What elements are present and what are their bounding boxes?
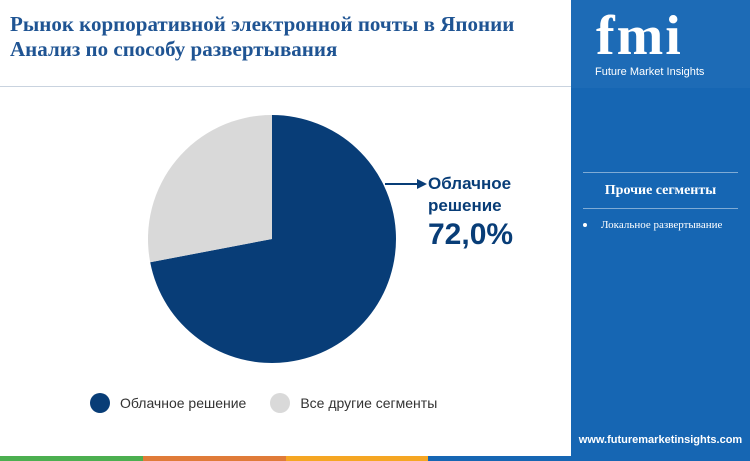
legend-label-other: Все другие сегменты	[300, 395, 438, 411]
bottom-bar-segment-2	[285, 456, 429, 461]
callout-arrow-head	[417, 179, 427, 189]
legend-label-cloud: Облачное решение	[120, 395, 247, 411]
other-segment-item: Локальное развертывание	[583, 219, 742, 231]
sidebar-logo-area: fmi Future Market Insights	[571, 0, 750, 88]
fmi-logo-text: Future Market Insights	[595, 66, 705, 78]
legend-item-cloud: Облачное решение	[90, 393, 246, 413]
title-divider	[0, 86, 571, 87]
page-title: Рынок корпоративной электронной почты в …	[10, 12, 570, 62]
sidebar-divider-bottom	[583, 208, 738, 209]
pie-chart	[148, 115, 427, 363]
website-link[interactable]: www.futuremarketinsights.com	[578, 434, 743, 446]
fmi-logo: fmi	[596, 5, 683, 67]
other-segment-label: Локальное развертывание	[601, 219, 723, 231]
legend-swatch-cloud	[90, 393, 110, 413]
other-segments-heading: Прочие сегменты	[604, 183, 717, 198]
other-segments-list: Локальное развертывание	[571, 219, 750, 231]
title-line-2: Анализ по способу развертывания	[10, 37, 338, 61]
callout-value: 72,0%	[428, 218, 514, 251]
bottom-bar-segment-1	[142, 456, 286, 461]
chart-legend: Облачное решение Все другие сегменты	[90, 393, 461, 413]
sidebar-divider-top	[583, 172, 738, 173]
sidebar: fmi Future Market Insights Прочие сегмен…	[571, 0, 750, 461]
bullet-icon	[583, 223, 587, 227]
other-segments-panel: Прочие сегменты Локальное развертывание	[571, 172, 750, 231]
bottom-bar-segment-0	[0, 456, 143, 461]
bottom-color-bar	[0, 456, 571, 461]
pie-slice-0	[150, 115, 396, 363]
callout-label: Облачное решение	[428, 174, 512, 215]
legend-item-other: Все другие сегменты	[270, 393, 437, 413]
bottom-bar-segment-3	[428, 456, 571, 461]
legend-swatch-other	[270, 393, 291, 413]
pie-slice-1	[148, 115, 272, 263]
title-line-1: Рынок корпоративной электронной почты в …	[10, 12, 515, 36]
